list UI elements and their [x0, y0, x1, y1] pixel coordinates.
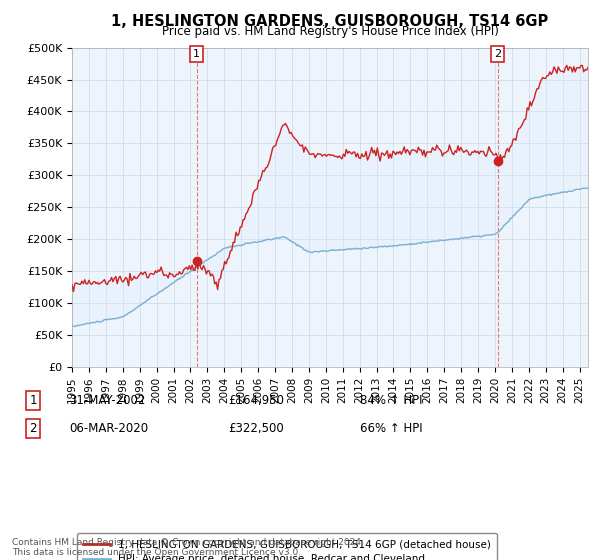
Text: 1: 1 — [193, 49, 200, 59]
Text: 06-MAR-2020: 06-MAR-2020 — [69, 422, 148, 435]
Text: £164,950: £164,950 — [228, 394, 284, 407]
Text: £322,500: £322,500 — [228, 422, 284, 435]
Text: 2: 2 — [29, 422, 37, 435]
Text: 31-MAY-2002: 31-MAY-2002 — [69, 394, 145, 407]
Legend: 1, HESLINGTON GARDENS, GUISBOROUGH, TS14 6GP (detached house), HPI: Average pric: 1, HESLINGTON GARDENS, GUISBOROUGH, TS14… — [77, 533, 497, 560]
Text: Price paid vs. HM Land Registry's House Price Index (HPI): Price paid vs. HM Land Registry's House … — [161, 25, 499, 38]
Text: 84% ↑ HPI: 84% ↑ HPI — [360, 394, 422, 407]
Text: Contains HM Land Registry data © Crown copyright and database right 2024.
This d: Contains HM Land Registry data © Crown c… — [12, 538, 364, 557]
Text: 2: 2 — [494, 49, 502, 59]
Text: 1: 1 — [29, 394, 37, 407]
Text: 1, HESLINGTON GARDENS, GUISBOROUGH, TS14 6GP: 1, HESLINGTON GARDENS, GUISBOROUGH, TS14… — [112, 14, 548, 29]
Text: 66% ↑ HPI: 66% ↑ HPI — [360, 422, 422, 435]
